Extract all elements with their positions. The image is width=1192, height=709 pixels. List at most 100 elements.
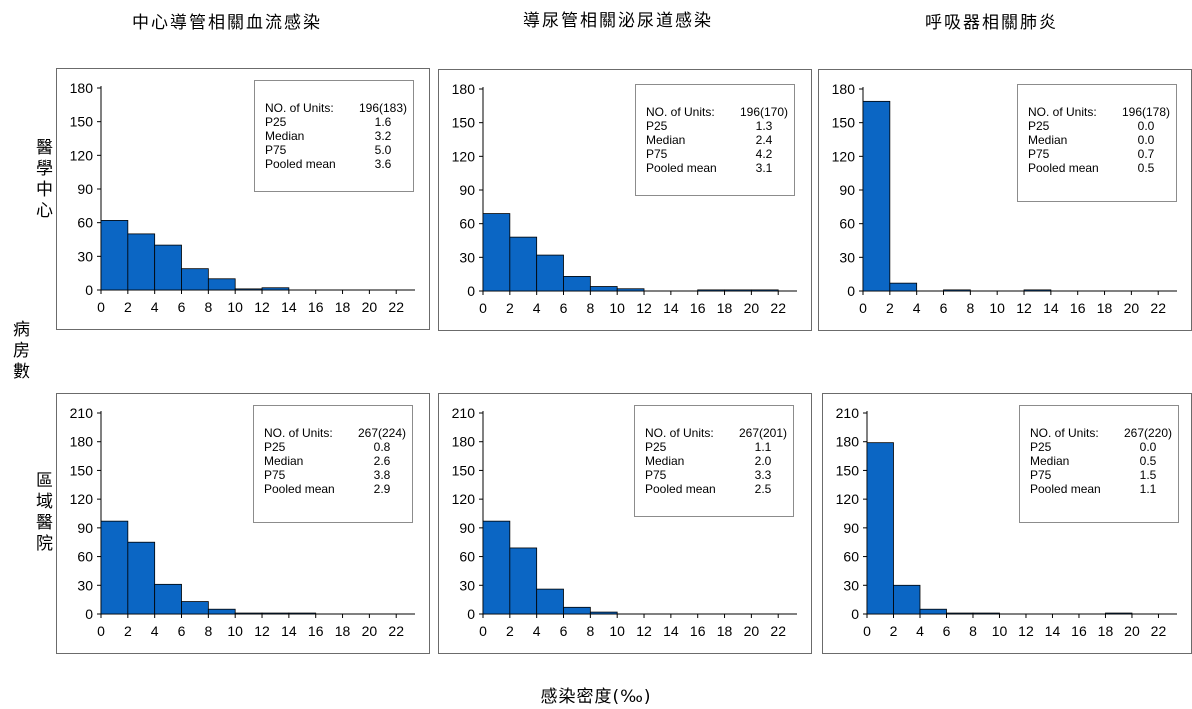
x-tick-label: 14 (1045, 623, 1061, 639)
y-tick-label: 30 (77, 248, 93, 264)
histogram-bar (536, 254, 564, 292)
histogram-bar (482, 520, 511, 615)
stat-value: 3.8 (373, 468, 391, 482)
histogram-bar (234, 612, 263, 615)
histogram-bar (509, 547, 538, 615)
stat-key: Median (1030, 454, 1070, 468)
stat-key: Median (646, 133, 686, 147)
x-tick-label: 6 (560, 623, 568, 639)
y-tick-label: 150 (836, 462, 860, 478)
x-tick-label: 10 (992, 623, 1008, 639)
y-tick-label: 120 (452, 491, 476, 507)
y-tick-label: 120 (832, 148, 856, 164)
histogram-bar (1105, 612, 1133, 615)
stats-box: NO. of Units: 267(220) P25 0.0 Median 0.5 P75 1… (1019, 405, 1179, 523)
stat-row: Pooled mean 2.9 (264, 482, 408, 496)
stat-key: Pooled mean (1030, 482, 1101, 496)
x-tick-label: 8 (586, 300, 594, 316)
stat-value: 0.0 (1139, 440, 1157, 454)
histogram-bar (509, 236, 538, 292)
x-tick-label: 16 (690, 300, 706, 316)
stat-row: Median 2.6 (264, 454, 408, 468)
stat-value: 1.3 (755, 119, 773, 133)
stat-row: Median 2.0 (645, 454, 789, 468)
x-tick-label: 20 (1124, 300, 1140, 316)
stat-key: NO. of Units: (265, 101, 334, 115)
y-tick-label: 0 (851, 606, 859, 622)
stat-key: P75 (646, 147, 668, 161)
histogram-bar (943, 289, 971, 292)
chart-panel: 0 30 60 90 120 150 180 0 2 4 6 8 10 12 14 16 18 20 22 NO. … (438, 69, 812, 331)
stat-value: 2.4 (755, 133, 773, 147)
stat-row: P75 3.3 (645, 468, 789, 482)
histogram-bar (288, 612, 317, 615)
column-title-cauti: 導尿管相關泌尿道感染 (523, 11, 713, 31)
x-tick-label: 8 (204, 623, 212, 639)
stat-key: P25 (1028, 119, 1050, 133)
stat-key: P75 (265, 143, 287, 157)
stat-value: 0.0 (1137, 133, 1155, 147)
histogram-bar (589, 611, 618, 615)
x-tick-label: 2 (506, 300, 514, 316)
y-tick-label: 0 (85, 282, 93, 298)
x-tick-label: 2 (124, 623, 132, 639)
x-tick-label: 22 (388, 623, 404, 639)
stat-key: P75 (1028, 147, 1050, 161)
x-tick-label: 18 (717, 623, 733, 639)
stat-row: Median 2.4 (646, 133, 790, 147)
x-tick-label: 2 (886, 300, 894, 316)
stat-row: Pooled mean 1.1 (1030, 482, 1174, 496)
histogram-bar (750, 289, 779, 292)
stat-value: 1.5 (1139, 468, 1157, 482)
stat-key: P25 (645, 440, 667, 454)
x-tick-label: 0 (479, 300, 487, 316)
histogram-bar (889, 282, 918, 292)
x-tick-label: 20 (362, 623, 378, 639)
y-tick-label: 30 (459, 577, 475, 593)
stat-key: NO. of Units: (646, 105, 715, 119)
stats-box: NO. of Units: 196(178) P25 0.0 Median 0.0 P75 0… (1017, 84, 1177, 202)
x-tick-label: 4 (916, 623, 924, 639)
stats-box: NO. of Units: 196(183) P25 1.6 Median 3.2 P75 5… (254, 80, 414, 192)
y-tick-label: 210 (70, 405, 94, 421)
histogram-bar (589, 286, 618, 292)
y-tick-label: 30 (843, 577, 859, 593)
y-tick-label: 90 (459, 182, 475, 198)
x-tick-label: 16 (690, 623, 706, 639)
y-tick-label: 180 (832, 81, 856, 97)
x-tick-label: 16 (308, 623, 324, 639)
stat-row: NO. of Units: 267(201) (645, 426, 789, 440)
stat-value: 3.2 (374, 129, 392, 143)
stat-row: Pooled mean 2.5 (645, 482, 789, 496)
x-tick-label: 16 (308, 299, 324, 315)
stat-key: Pooled mean (265, 157, 336, 171)
x-tick-label: 4 (533, 300, 541, 316)
stat-row: Median 0.5 (1030, 454, 1174, 468)
x-tick-label: 18 (335, 623, 351, 639)
x-tick-label: 6 (178, 299, 186, 315)
histogram-bar (697, 289, 725, 292)
stat-key: P25 (646, 119, 668, 133)
stat-row: P75 0.7 (1028, 147, 1172, 161)
histogram-bar (127, 233, 156, 291)
stat-row: P75 4.2 (646, 147, 790, 161)
histogram-bar (181, 268, 209, 291)
stat-value: 2.6 (373, 454, 391, 468)
stat-row: P25 0.8 (264, 440, 408, 454)
y-tick-label: 210 (452, 405, 476, 421)
x-tick-label: 8 (966, 300, 974, 316)
x-tick-label: 10 (227, 623, 243, 639)
stat-value: 4.2 (755, 147, 773, 161)
stat-key: P25 (264, 440, 286, 454)
x-axis-label: 感染密度(‰) (540, 687, 652, 707)
histogram-bar (482, 213, 511, 292)
y-tick-label: 90 (843, 520, 859, 536)
y-tick-label: 0 (467, 606, 475, 622)
y-tick-label: 150 (452, 115, 476, 131)
x-tick-label: 20 (1124, 623, 1140, 639)
stat-row: P25 1.6 (265, 115, 409, 129)
y-tick-label: 180 (836, 434, 860, 450)
stat-value: 267(220) (1123, 426, 1173, 440)
y-tick-label: 180 (70, 80, 94, 96)
stat-value: 2.5 (754, 482, 772, 496)
